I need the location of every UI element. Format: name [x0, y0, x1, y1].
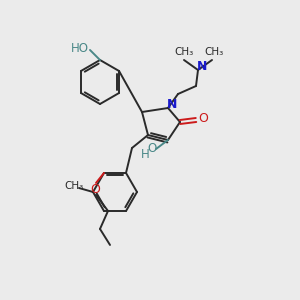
Text: CH₃: CH₃: [204, 47, 224, 57]
Text: N: N: [167, 98, 177, 112]
Text: H: H: [141, 148, 149, 161]
Text: O: O: [147, 142, 157, 155]
Text: N: N: [197, 61, 207, 74]
Text: CH₃: CH₃: [64, 181, 84, 191]
Text: CH₃: CH₃: [174, 47, 194, 57]
Text: O: O: [198, 112, 208, 125]
Text: HO: HO: [71, 41, 89, 55]
Text: O: O: [90, 183, 100, 196]
